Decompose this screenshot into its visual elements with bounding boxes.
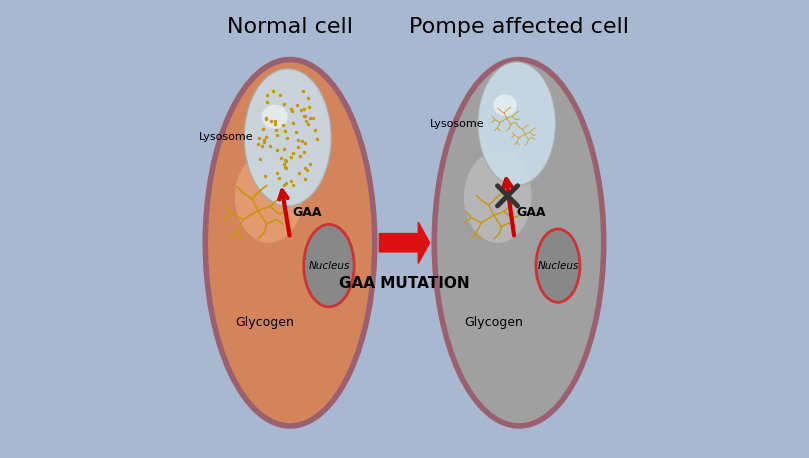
- Text: Lysosome: Lysosome: [199, 132, 253, 142]
- FancyArrow shape: [379, 222, 430, 263]
- Text: Nucleus: Nucleus: [308, 261, 349, 271]
- Ellipse shape: [464, 151, 532, 243]
- Text: Nucleus: Nucleus: [537, 261, 578, 271]
- Ellipse shape: [303, 224, 354, 307]
- Text: Pompe affected cell: Pompe affected cell: [409, 17, 629, 38]
- Text: GAA: GAA: [517, 207, 546, 219]
- Ellipse shape: [434, 60, 604, 426]
- Text: GAA: GAA: [292, 207, 322, 219]
- Ellipse shape: [478, 62, 556, 185]
- Ellipse shape: [244, 69, 331, 206]
- Text: Glycogen: Glycogen: [464, 316, 523, 329]
- Text: GAA MUTATION: GAA MUTATION: [339, 277, 470, 291]
- Ellipse shape: [235, 151, 303, 243]
- Ellipse shape: [261, 105, 288, 129]
- Ellipse shape: [493, 94, 517, 116]
- Ellipse shape: [205, 60, 375, 426]
- Ellipse shape: [536, 229, 580, 302]
- Text: Normal cell: Normal cell: [227, 17, 353, 38]
- Text: Glycogen: Glycogen: [235, 316, 294, 329]
- Text: Lysosome: Lysosome: [430, 119, 485, 129]
